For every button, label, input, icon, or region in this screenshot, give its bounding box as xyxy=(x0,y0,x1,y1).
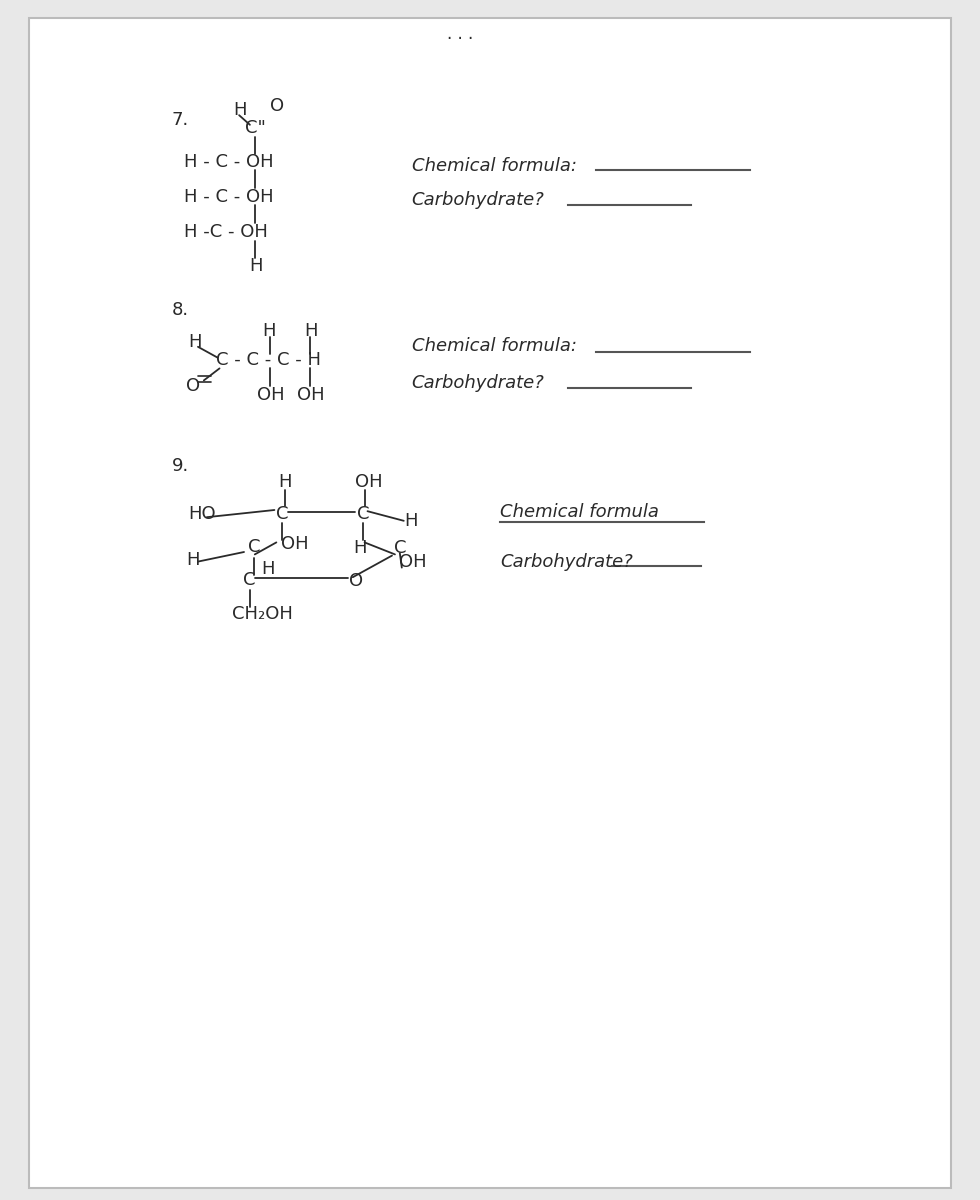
Text: 8.: 8. xyxy=(172,300,188,318)
Text: Carbohydrate?: Carbohydrate? xyxy=(412,191,544,209)
Text: H: H xyxy=(262,559,275,577)
Text: C: C xyxy=(276,504,289,523)
Text: H: H xyxy=(278,473,292,492)
Text: Chemical formula:: Chemical formula: xyxy=(412,156,576,174)
Text: H: H xyxy=(249,257,263,275)
Text: H: H xyxy=(304,322,318,341)
Text: O: O xyxy=(349,571,363,589)
Text: Chemical formula:: Chemical formula: xyxy=(412,336,576,355)
Text: H: H xyxy=(186,551,200,569)
Text: H: H xyxy=(263,322,276,341)
Text: CH₂OH: CH₂OH xyxy=(232,605,293,624)
Text: C: C xyxy=(394,539,407,557)
Text: O: O xyxy=(186,377,200,395)
Text: O: O xyxy=(270,96,283,114)
Text: OH: OH xyxy=(281,534,309,552)
Text: C - C - C - H: C - C - C - H xyxy=(216,350,320,370)
FancyBboxPatch shape xyxy=(29,18,951,1188)
Text: H - C - OH: H - C - OH xyxy=(184,152,273,170)
Text: HO: HO xyxy=(188,504,216,523)
Text: Carbohydrate?: Carbohydrate? xyxy=(500,552,632,570)
Text: H: H xyxy=(405,511,418,530)
Text: C: C xyxy=(248,538,261,556)
Text: OH: OH xyxy=(399,552,426,570)
Text: OH: OH xyxy=(355,473,382,492)
Text: Chemical formula: Chemical formula xyxy=(500,504,659,521)
Text: H: H xyxy=(188,332,202,350)
Text: H: H xyxy=(233,101,247,119)
Text: 9.: 9. xyxy=(172,456,189,474)
Text: OH: OH xyxy=(297,385,324,403)
Text: H: H xyxy=(353,539,367,557)
Text: H - C - OH: H - C - OH xyxy=(184,187,273,206)
Text: C: C xyxy=(243,571,256,588)
Text: C: C xyxy=(357,504,369,523)
Text: Carbohydrate?: Carbohydrate? xyxy=(412,373,544,391)
Text: H -C - OH: H -C - OH xyxy=(184,222,269,240)
Text: . . .: . . . xyxy=(448,25,473,43)
Text: 7.: 7. xyxy=(172,110,189,128)
Text: OH: OH xyxy=(257,385,284,403)
Text: C": C" xyxy=(245,120,266,138)
